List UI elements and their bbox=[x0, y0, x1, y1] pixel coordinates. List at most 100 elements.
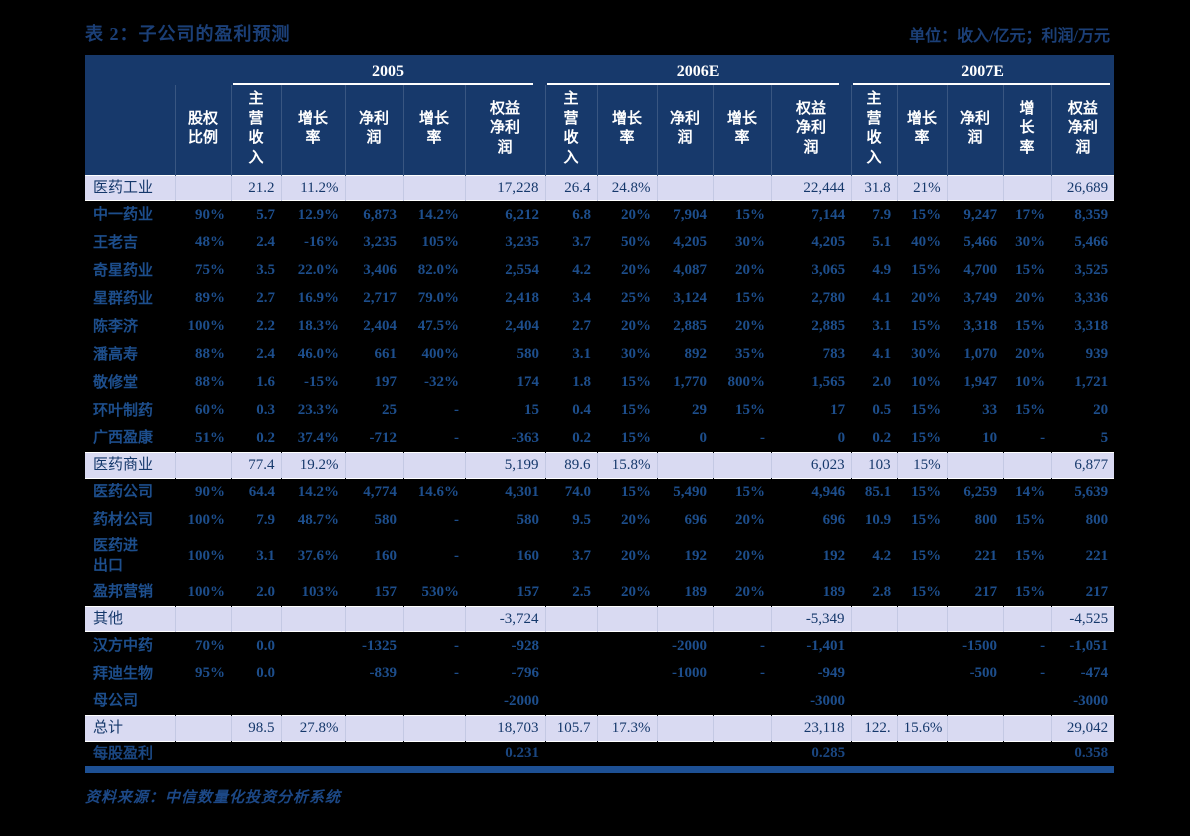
value-cell: 98.5 bbox=[231, 715, 282, 741]
value-cell: 1,721 bbox=[1074, 374, 1109, 391]
value-cell: 90% bbox=[195, 483, 225, 500]
value-cell: -1325 bbox=[362, 637, 397, 654]
value-cell: - bbox=[760, 637, 766, 654]
value-cell: 5,199 bbox=[465, 452, 546, 478]
value-cell: 2,717 bbox=[363, 290, 397, 307]
value-cell: 217 bbox=[974, 583, 998, 600]
value-cell bbox=[403, 741, 465, 766]
value-cell bbox=[345, 606, 404, 632]
value-cell: 157 bbox=[374, 583, 398, 600]
value-cell: 15% bbox=[621, 402, 652, 419]
value-cell: 20% bbox=[735, 511, 766, 528]
value-cell: 15.8% bbox=[597, 452, 658, 478]
value-cell: 0.0 bbox=[256, 665, 275, 682]
value-cell: 2.5 bbox=[572, 583, 592, 600]
value-cell: 174 bbox=[516, 374, 540, 391]
value-cell bbox=[1003, 452, 1052, 478]
company-name-cell: 环叶制药 bbox=[93, 402, 154, 419]
value-cell: 3.1 bbox=[872, 318, 892, 335]
value-cell: 3,065 bbox=[811, 262, 846, 279]
value-cell: 3,235 bbox=[505, 234, 540, 251]
value-cell: 15 bbox=[524, 402, 540, 419]
company-name-cell: 总计 bbox=[85, 715, 176, 741]
company-name-cell: 汉方中药 bbox=[93, 637, 154, 654]
value-cell: 3,749 bbox=[963, 290, 998, 307]
value-cell bbox=[1003, 741, 1051, 766]
value-cell: 5,639 bbox=[1074, 483, 1109, 500]
value-cell: 12.9% bbox=[297, 206, 339, 223]
value-cell: 1,947 bbox=[963, 374, 998, 391]
value-cell: 3,235 bbox=[363, 234, 397, 251]
value-cell: 74.0 bbox=[564, 483, 592, 500]
source-note: 资料来源：中信数量化投资分析系统 bbox=[85, 790, 342, 806]
section-row: 医药工业 21.2 11.2% 17,228 26.4 24.8% 22,444 31.8 21… bbox=[85, 175, 1115, 201]
value-cell: -839 bbox=[369, 665, 398, 682]
value-cell: 4,301 bbox=[505, 483, 540, 500]
value-cell bbox=[897, 632, 947, 660]
value-cell bbox=[345, 452, 404, 478]
value-cell: 9,247 bbox=[963, 206, 998, 223]
value-cell: 103 bbox=[851, 452, 898, 478]
value-cell: 661 bbox=[374, 346, 398, 363]
value-cell: 17,228 bbox=[465, 175, 546, 201]
value-cell: 24.8% bbox=[597, 175, 658, 201]
value-cell bbox=[345, 715, 404, 741]
value-cell: 2.8 bbox=[872, 583, 892, 600]
value-cell: 15% bbox=[897, 452, 948, 478]
value-cell: 15% bbox=[735, 402, 766, 419]
metric-column-header: 净利 润 bbox=[657, 85, 714, 176]
company-name-cell: 王老吉 bbox=[93, 234, 139, 251]
value-cell: 89% bbox=[195, 290, 225, 307]
value-cell: 100% bbox=[187, 547, 226, 564]
value-cell: 19.2% bbox=[281, 452, 346, 478]
value-cell: 800% bbox=[727, 374, 766, 391]
value-cell bbox=[947, 741, 1003, 766]
value-cell: 17.3% bbox=[597, 715, 658, 741]
value-cell: 35% bbox=[735, 346, 766, 363]
value-cell: 15% bbox=[911, 583, 942, 600]
header-corner-cell bbox=[85, 55, 231, 85]
value-cell: 20% bbox=[621, 206, 652, 223]
value-cell: 530% bbox=[421, 583, 460, 600]
value-cell: -16% bbox=[304, 234, 339, 251]
value-cell bbox=[175, 175, 232, 201]
value-cell: -500 bbox=[969, 665, 998, 682]
metric-column-header: 主 营 收 入 bbox=[545, 85, 598, 176]
unit-label: 单位：收入/亿元；利润/万元 bbox=[909, 28, 1110, 45]
value-cell: 3.7 bbox=[572, 234, 592, 251]
value-cell: 40% bbox=[911, 234, 942, 251]
value-cell: 29 bbox=[692, 402, 708, 419]
value-cell: -712 bbox=[369, 430, 398, 446]
value-cell: 64.4 bbox=[248, 483, 275, 500]
value-cell bbox=[281, 688, 345, 716]
value-cell: 20% bbox=[1015, 290, 1046, 307]
value-cell: 7,144 bbox=[811, 206, 846, 223]
value-cell: 2,885 bbox=[673, 318, 708, 335]
company-name-cell: 医药进 出口 bbox=[93, 538, 139, 575]
value-cell: 3,336 bbox=[1074, 290, 1109, 307]
value-cell: 0.285 bbox=[811, 745, 846, 762]
value-cell: 157 bbox=[516, 583, 540, 600]
year-underline bbox=[547, 83, 840, 85]
value-cell bbox=[345, 175, 404, 201]
value-cell: 29,042 bbox=[1066, 719, 1109, 736]
value-cell: 10.9 bbox=[864, 511, 892, 528]
value-cell: 3,406 bbox=[363, 262, 397, 279]
value-cell: 21% bbox=[897, 175, 948, 201]
value-cell: 15% bbox=[1015, 262, 1046, 279]
value-cell: 31.8 bbox=[851, 175, 898, 201]
value-cell bbox=[947, 688, 1003, 716]
value-cell: 4,700 bbox=[963, 262, 998, 279]
value-cell: 800 bbox=[974, 511, 998, 528]
company-name-cell: 其他 bbox=[85, 606, 176, 632]
equity-ratio-header: 股权 比例 bbox=[175, 85, 232, 176]
value-cell: 20% bbox=[621, 262, 652, 279]
value-cell: 1,770 bbox=[673, 374, 708, 391]
value-cell: 21.2 bbox=[231, 175, 282, 201]
value-cell: 15% bbox=[735, 483, 766, 500]
value-cell bbox=[597, 741, 657, 766]
company-name-cell: 每股盈利 bbox=[93, 745, 154, 762]
value-cell: 6.8 bbox=[572, 206, 592, 223]
value-cell: 15% bbox=[1015, 318, 1046, 335]
value-cell: 20% bbox=[735, 547, 766, 564]
